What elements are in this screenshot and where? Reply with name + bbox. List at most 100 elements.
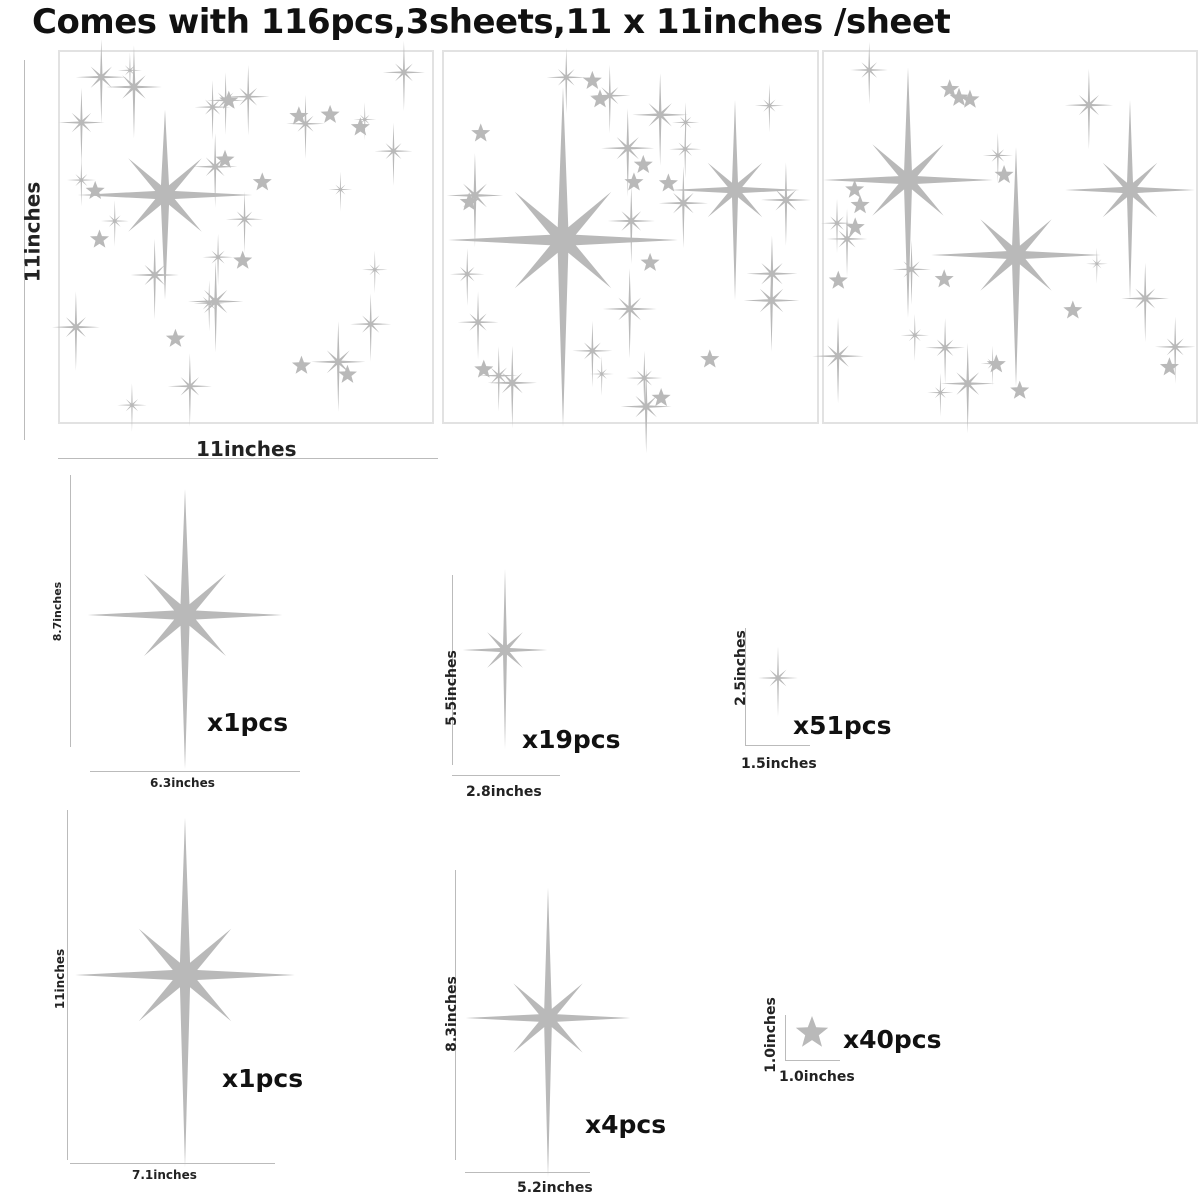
sheet3-star-icon [900,314,929,362]
sheet1-small-star-icon [320,104,340,123]
sticker-sheet-2 [442,50,819,424]
sheet3-star-icon [1154,316,1196,385]
sheet1-star-icon [202,233,234,286]
sheet2-star-icon [589,355,614,397]
sheet1-star-icon [350,293,392,362]
sheet-height-line [24,60,25,440]
sheet3-star-icon [982,132,1013,184]
sheet2-large-star-icon [448,87,678,427]
sheet1-star-icon [353,102,377,141]
sheet2-star-icon [672,102,700,148]
sheet1-small-star-icon [85,180,105,200]
sheet3-star-icon [927,372,954,417]
item6-quantity: x40pcs [843,1025,942,1054]
item3-width-label: 1.5inches [741,756,817,772]
item4-width-label: 7.1inches [132,1168,197,1182]
sheet2-small-star-icon [590,89,610,108]
item2-star-icon [462,569,548,749]
item6-star-icon [795,1016,829,1047]
item4-width-line [70,1163,275,1164]
item6-width-label: 1.0inches [779,1069,855,1085]
item5-height-line [455,870,456,1160]
item1-width-line [90,771,300,772]
sheet1-small-star-icon [252,172,272,191]
sheet3-star-icon [1064,68,1114,150]
sheet3-small-star-icon [828,270,848,289]
sheet1-small-star-icon [165,328,185,347]
item2-quantity: x19pcs [522,725,621,754]
sticker-sheet-3 [822,50,1198,424]
item3-star-icon [758,646,798,717]
sheet2-star-icon [607,185,655,265]
sheet1-small-star-icon [337,364,357,383]
sheet1-small-star-icon [291,355,311,374]
sheet2-star-icon [669,125,702,179]
sheet1-star-icon [206,72,245,135]
sheet1-star-icon [382,40,425,111]
sheet2-star-icon [449,248,485,306]
sheet1-small-star-icon [89,229,110,248]
sheet2-small-star-icon [658,173,678,192]
sheet2-small-star-icon [633,154,653,173]
sheet2-small-star-icon [474,359,494,378]
sheet3-large-star-icon [931,147,1101,387]
sheet1-star-icon [311,321,366,412]
sheet2-small-star-icon [700,349,720,368]
sheet2-star-icon [620,368,672,454]
sheet3-star-icon [812,317,864,404]
item6-height-line [785,1015,786,1060]
sheet2-star-icon [754,83,784,133]
sheet1-star-icon [106,45,162,139]
sheet2-small-star-icon [471,123,491,142]
sheet2-small-star-icon [640,252,660,271]
sheet1-star-icon [227,65,270,136]
item4-star-icon [75,817,295,1168]
sheet3-small-star-icon [845,217,865,236]
sheet2-star-icon [572,320,613,388]
item3-width-line [745,745,810,746]
item5-quantity: x4pcs [585,1110,667,1139]
item2-height-line [452,575,453,765]
item2-width-label: 2.8inches [466,784,542,800]
product-title: Comes with 116pcs,3sheets,11 x 11inches … [32,2,951,42]
sheet2-star-icon [626,350,663,412]
sheet1-star-icon [194,80,231,141]
sheet3-small-star-icon [994,165,1014,184]
sheet1-star-icon [66,158,96,207]
sheet3-small-star-icon [949,87,969,106]
sheet2-star-icon [658,166,708,249]
sheet3-star-icon [892,240,931,305]
sheet1-small-star-icon [350,117,370,136]
sheet2-small-star-icon [651,388,671,407]
sheet2-star-icon [479,346,519,412]
sheet1-star-icon [130,238,179,320]
sheet1-small-star-icon [289,106,309,125]
sheet3-small-star-icon [934,269,954,288]
sheet-width-label: 11inches [196,437,297,461]
sheet3-star-icon [850,41,888,105]
sheet1-small-star-icon [215,149,235,168]
sheet3-large-star-icon [823,67,993,318]
sheet2-star-icon [589,64,631,134]
sheet3-small-star-icon [850,195,870,214]
item1-height-line [70,475,71,747]
item3-quantity: x51pcs [793,711,892,740]
sheet1-star-icon [100,200,129,247]
sheet3-star-icon [925,318,965,385]
sheet1-star-icon [187,259,244,353]
sheet2-star-icon [457,291,499,360]
sheet1-large-star-icon [77,109,253,300]
item1-star-icon [87,489,283,769]
sheet1-star-icon [328,171,353,212]
sheet1-star-icon [75,38,127,124]
sheet3-large-star-icon [1065,100,1195,300]
item4-height-line [67,810,68,1160]
sheet1-small-star-icon [233,250,253,269]
sheet1-star-icon [225,191,264,254]
sheet1-star-icon [58,87,105,165]
item5-width-line [465,1172,590,1173]
sheet3-star-icon [826,208,868,277]
sheet2-star-icon [743,258,800,352]
sheet3-small-star-icon [960,89,980,108]
